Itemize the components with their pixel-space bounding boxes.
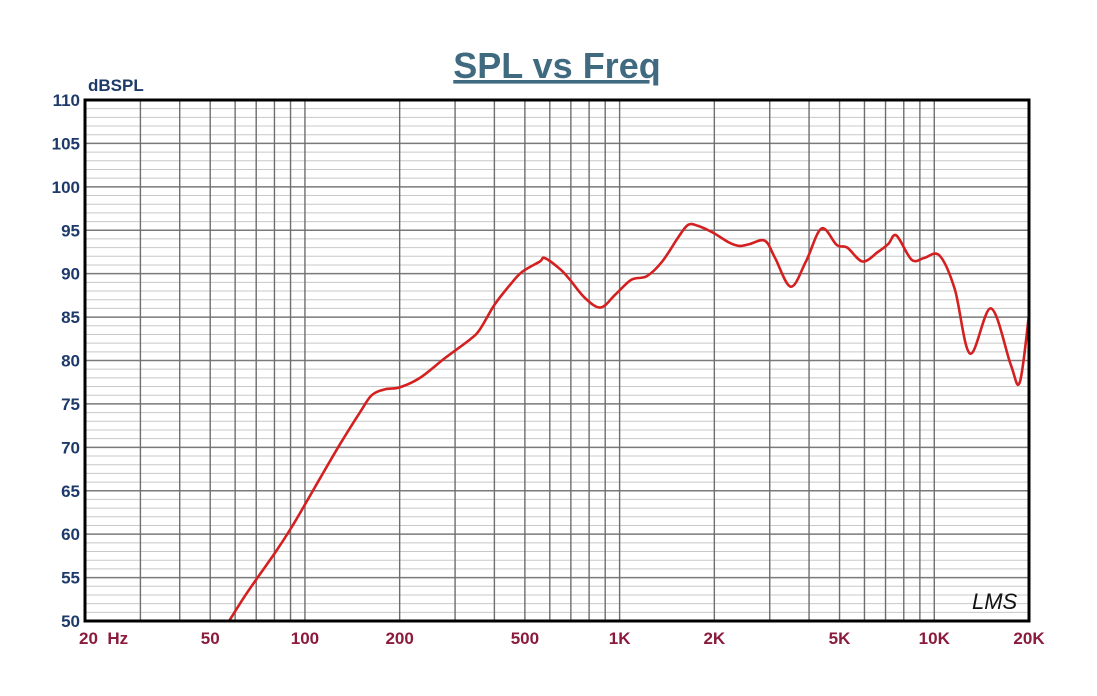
y-tick-label: 105 xyxy=(52,134,80,153)
x-tick-label: 5K xyxy=(829,629,851,648)
spl-curve xyxy=(227,222,1031,622)
y-tick-label: 50 xyxy=(61,612,80,631)
lms-watermark: LMS xyxy=(972,589,1018,614)
x-tick-label: 20K xyxy=(1013,629,1045,648)
x-tick-label: 200 xyxy=(385,629,413,648)
y-tick-label: 110 xyxy=(53,91,80,110)
y-tick-label: 80 xyxy=(61,352,80,371)
y-tick-label: 95 xyxy=(61,221,80,240)
y-tick-label: 70 xyxy=(61,438,80,457)
y-tick-label: 65 xyxy=(61,482,80,501)
y-tick-label: 55 xyxy=(61,569,80,588)
y-tick-labels: 110 105 100 95 90 85 80 75 70 65 60 55 50 xyxy=(52,91,80,631)
plot-frame xyxy=(83,98,1031,623)
x-tick-label: 500 xyxy=(511,629,539,648)
x-tick-label: 100 xyxy=(291,629,319,648)
x-tick-label: 20 Hz xyxy=(79,629,128,648)
x-tick-label: 10K xyxy=(919,629,951,648)
y-tick-label: 60 xyxy=(61,525,80,544)
x-tick-labels: 20 Hz 50 100 200 500 1K 2K 5K 10K 20K xyxy=(79,629,1045,648)
y-tick-label: 85 xyxy=(61,308,80,327)
x-tick-label: 1K xyxy=(609,629,631,648)
chart-title: SPL vs Freq xyxy=(453,45,660,86)
y-axis-label: dBSPL xyxy=(88,76,144,95)
y-tick-label: 75 xyxy=(61,395,80,414)
y-tick-label: 100 xyxy=(52,178,80,197)
grid xyxy=(85,100,1029,621)
y-tick-label: 90 xyxy=(61,265,80,284)
x-tick-label: 2K xyxy=(703,629,725,648)
x-tick-label: 50 xyxy=(201,629,220,648)
